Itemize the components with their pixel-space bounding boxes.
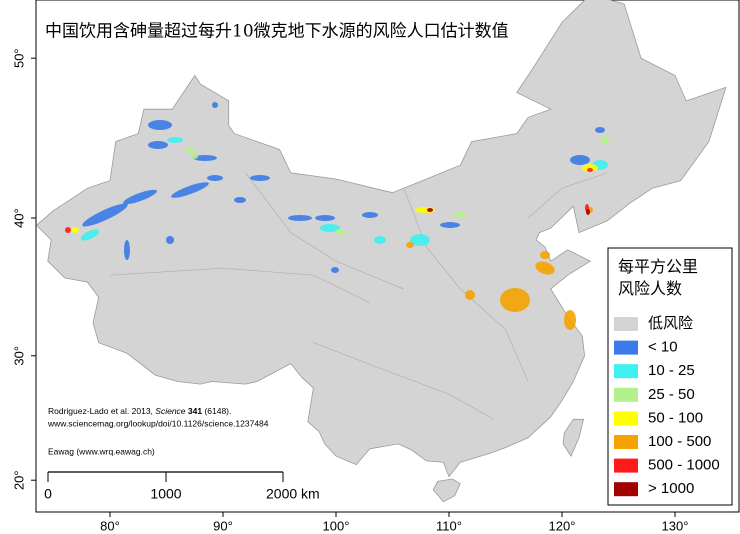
legend: 每平方公里 风险人数 低风险 < 10 10 - 25 25 - 50 50 - 100…	[607, 247, 733, 506]
risk-area	[454, 212, 466, 218]
legend-swatch	[614, 364, 638, 379]
x-tick-label: 120°	[549, 518, 576, 533]
legend-label: 100 - 500	[648, 433, 711, 450]
land-area	[432, 478, 461, 503]
boundary-line	[109, 267, 371, 303]
risk-area	[587, 168, 593, 172]
legend-swatch	[614, 482, 638, 497]
y-tick-label: 30°	[11, 346, 26, 366]
risk-area	[148, 141, 168, 149]
citation-journal: Science	[155, 406, 186, 416]
risk-area	[535, 261, 555, 275]
risk-area	[410, 234, 430, 246]
legend-swatch	[614, 317, 638, 331]
risk-area	[288, 215, 312, 221]
citation-part: (6148).	[202, 406, 231, 416]
boundary-line	[245, 172, 404, 290]
risk-area	[427, 208, 433, 212]
risk-area	[80, 229, 100, 241]
legend-swatch	[614, 458, 638, 473]
organization: Eawag (www.wrq.eawag.ch)	[48, 446, 155, 456]
risk-area	[331, 267, 339, 273]
legend-title: 每平方公里	[618, 258, 698, 276]
boundary-line	[313, 342, 495, 420]
legend-swatch	[614, 435, 638, 449]
x-tick-label: 90°	[213, 518, 233, 533]
risk-area	[192, 153, 198, 159]
risk-area	[65, 227, 71, 233]
map-title: 中国饮用含砷量超过每升10微克地下水源的风险人口估计数值	[45, 22, 509, 42]
y-tick-label: 40°	[11, 208, 26, 228]
risk-area	[185, 147, 195, 153]
legend-title: 风险人数	[618, 280, 682, 298]
y-tick-label: 50°	[11, 48, 26, 68]
legend-label: 10 - 25	[648, 362, 695, 379]
risk-area	[212, 102, 218, 108]
x-tick-label: 80°	[100, 518, 120, 533]
risk-area	[564, 310, 576, 330]
legend-label: 500 - 1000	[648, 457, 720, 474]
risk-area	[71, 227, 79, 233]
risk-area	[601, 136, 609, 144]
citation-volume: 341	[186, 406, 203, 416]
risk-area	[362, 212, 378, 218]
risk-area	[207, 175, 223, 181]
risk-area	[193, 155, 217, 161]
credits: Rodriguez-Lado et al. 2013, Science 341 …	[47, 406, 269, 456]
risk-area	[315, 215, 335, 221]
risk-area	[595, 127, 605, 133]
risk-area	[167, 137, 183, 143]
scale-bar: 0 1000 2000 km	[44, 471, 320, 502]
risk-area	[148, 120, 172, 130]
risk-area	[320, 224, 340, 232]
citation-url: www.sciencemag.org/lookup/doi/10.1126/sc…	[47, 418, 269, 428]
risk-areas	[65, 102, 609, 330]
risk-area	[171, 182, 209, 198]
scale-label: 1000	[150, 486, 181, 502]
scale-label: 2000 km	[266, 486, 320, 502]
legend-label: 低风险	[648, 315, 693, 332]
legend-swatch	[614, 340, 638, 355]
risk-area	[234, 197, 246, 203]
risk-area	[500, 288, 530, 312]
risk-area	[335, 229, 345, 235]
legend-label: 50 - 100	[648, 409, 703, 426]
risk-area	[82, 203, 128, 227]
scale-label: 0	[44, 486, 52, 502]
boundary-line	[403, 188, 529, 382]
risk-area	[440, 222, 460, 228]
x-tick-label: 110°	[436, 518, 462, 533]
citation-part: Rodriguez-Lado et al. 2013,	[48, 406, 155, 416]
boundary-line	[527, 172, 608, 219]
y-tick-label: 20°	[11, 470, 26, 490]
legend-items: 低风险 < 10 10 - 25 25 - 50 50 - 100 100 - 500 50…	[614, 315, 720, 497]
axes: 80° 90° 100° 110° 120° 130° 20° 30° 40° 50°	[11, 48, 688, 533]
citation: Rodriguez-Lado et al. 2013, Science 341 …	[48, 406, 231, 416]
legend-label: > 1000	[648, 480, 694, 497]
risk-area	[123, 189, 157, 205]
legend-swatch	[614, 411, 638, 426]
risk-area	[166, 236, 174, 244]
x-tick-label: 130°	[662, 518, 689, 533]
legend-swatch	[614, 387, 638, 402]
risk-area	[586, 209, 590, 215]
risk-area	[570, 155, 590, 165]
risk-area	[374, 236, 386, 244]
risk-area	[540, 251, 550, 259]
risk-area	[465, 290, 475, 300]
risk-area	[124, 240, 130, 260]
land-area	[562, 418, 585, 457]
risk-area	[406, 242, 414, 248]
risk-area	[250, 175, 270, 181]
legend-label: 25 - 50	[648, 386, 695, 403]
x-tick-label: 100°	[323, 518, 350, 533]
legend-label: < 10	[648, 339, 678, 356]
